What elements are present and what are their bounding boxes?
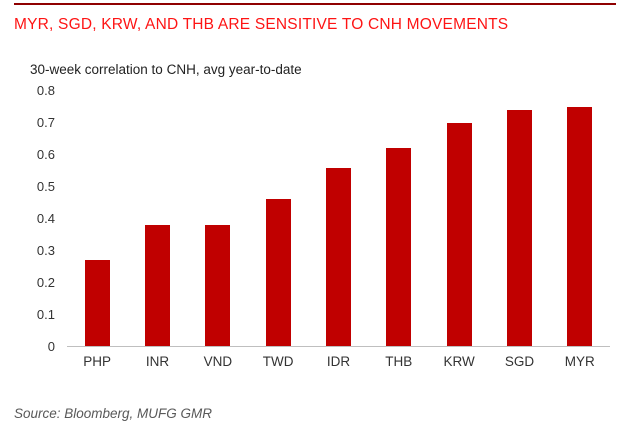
bar-inr [144, 224, 170, 346]
x-axis-labels: PHP INR VND TWD IDR THB KRW SGD MYR [67, 347, 610, 375]
y-tick-label: 0.7 [36, 115, 55, 130]
x-axis-label-thb: THB [385, 354, 413, 369]
y-tick-label: 0 [47, 339, 55, 354]
x-axis-label-myr: MYR [564, 354, 595, 369]
bar-slot [489, 91, 549, 346]
source-note: Source: Bloomberg, MUFG GMR [14, 406, 213, 421]
bar-chart: 0.8 0.7 0.6 0.5 0.4 0.3 0.2 0.1 0 PHP INR VND TWD ID… [14, 84, 616, 375]
bar-twd [265, 199, 291, 346]
plot-area [67, 91, 610, 347]
y-tick-label: 0.6 [36, 147, 55, 162]
y-tick-label: 0.8 [36, 83, 55, 98]
bar-slot [248, 91, 308, 346]
y-tick-label: 0.3 [36, 243, 55, 258]
y-tick-label: 0.2 [36, 275, 55, 290]
bar-slot [308, 91, 368, 346]
bar-slot [127, 91, 187, 346]
bar-vnd [205, 224, 231, 346]
bar-idr [325, 167, 351, 346]
bar-slot [369, 91, 429, 346]
bar-slot [429, 91, 489, 346]
y-tick-label: 0.4 [36, 211, 55, 226]
chart-subtitle: 30-week correlation to CNH, avg year-to-… [30, 62, 302, 77]
bar-myr [567, 106, 593, 346]
x-axis-label-inr: INR [145, 354, 170, 369]
bar-sgd [506, 110, 532, 346]
top-rule [14, 3, 616, 5]
x-axis-label-twd: TWD [262, 354, 294, 369]
bar-krw [446, 122, 472, 346]
x-axis-label-krw: KRW [443, 354, 475, 369]
y-axis: 0.8 0.7 0.6 0.5 0.4 0.3 0.2 0.1 0 [14, 84, 55, 354]
x-axis-label-sgd: SGD [504, 354, 535, 369]
x-axis-label-idr: IDR [326, 354, 351, 369]
x-axis-label-vnd: VND [203, 354, 233, 369]
y-tick-label: 0.1 [36, 307, 55, 322]
figure-title: MYR, SGD, KRW, AND THB ARE SENSITIVE TO … [14, 16, 509, 33]
y-tick-label: 0.5 [36, 179, 55, 194]
x-axis-label-php: PHP [83, 354, 112, 369]
bar-thb [386, 148, 412, 346]
bar-php [84, 259, 110, 346]
bar-slot [67, 91, 127, 346]
bar-slot [188, 91, 248, 346]
bar-slot [550, 91, 610, 346]
